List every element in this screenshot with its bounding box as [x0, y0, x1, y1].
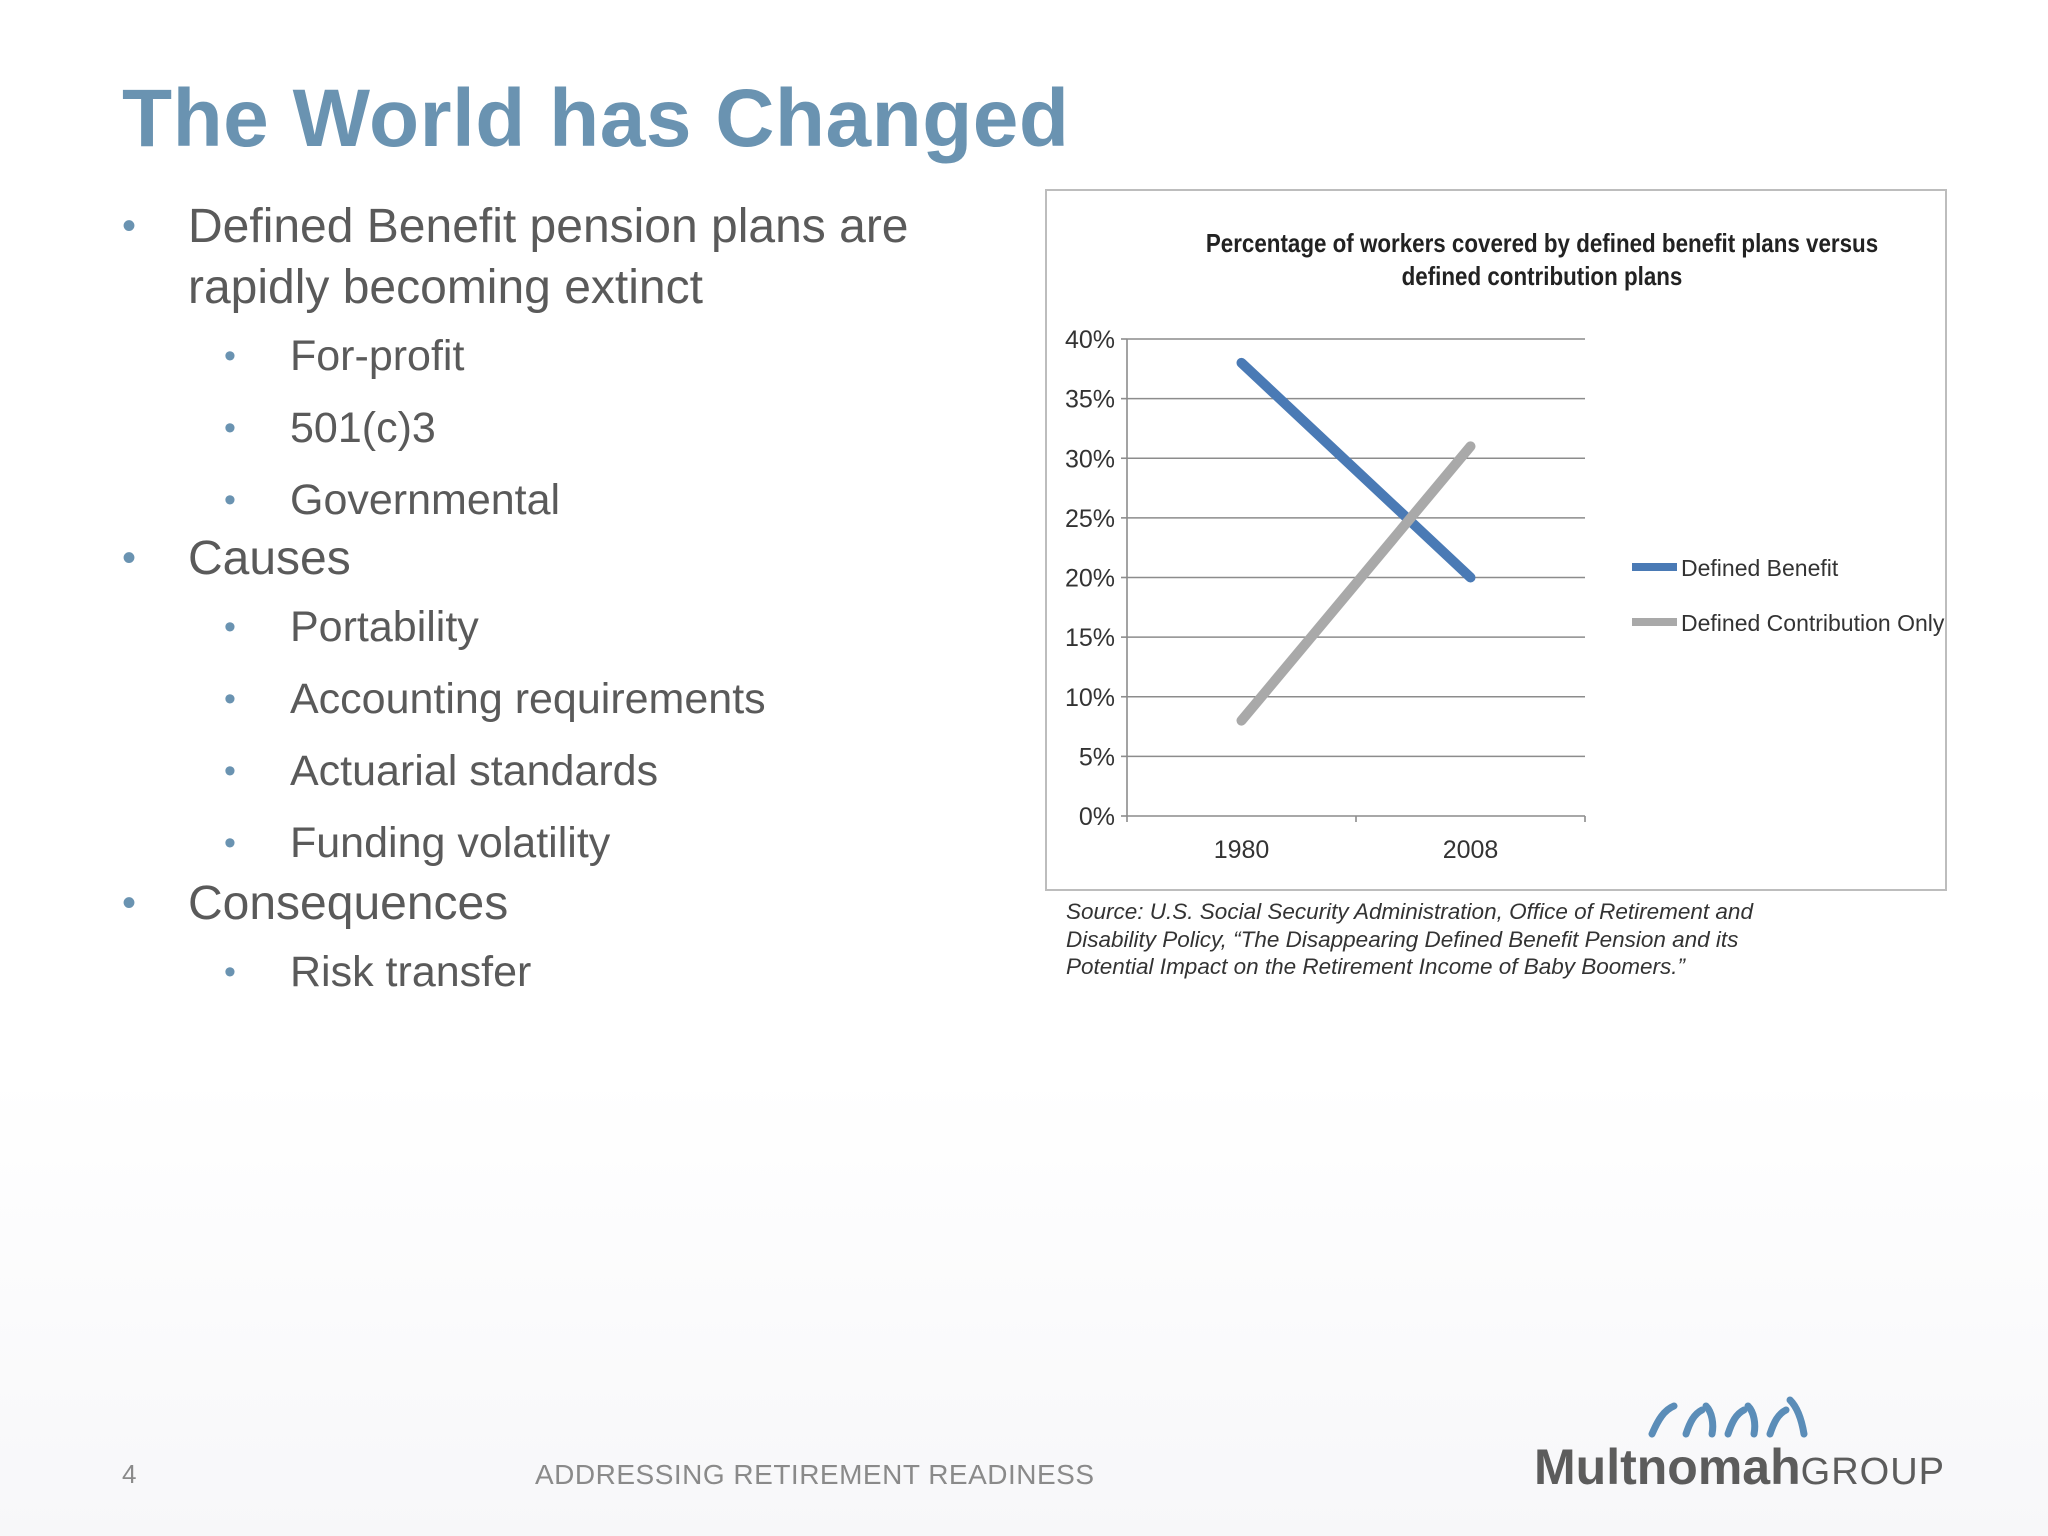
source-citation: Source: U.S. Social Security Administrat… [1066, 899, 1753, 979]
sub-bullet-text: Actuarial standards [290, 747, 659, 795]
sub-bullet-text: Risk transfer [290, 948, 532, 996]
sub-bullet-item: • Risk transfer [122, 944, 982, 1000]
bullet-dot: • [224, 608, 236, 646]
company-logo: MultnomahGROUP [1534, 1390, 1954, 1500]
sub-bullet-text: Portability [290, 603, 479, 651]
bullet-item: • Consequences [122, 873, 982, 934]
sub-bullet-text: Funding volatility [290, 819, 611, 867]
bullet-item: • Defined Benefit pension plans are rapi… [122, 196, 982, 318]
y-tick-label: 15% [1065, 624, 1115, 652]
bullet-text: Consequences [188, 877, 509, 930]
sub-bullet-item: • Accounting requirements [122, 671, 982, 727]
y-tick-label: 5% [1079, 743, 1115, 771]
y-tick-label: 20% [1065, 565, 1115, 593]
slide-title: The World has Changed [122, 73, 1070, 164]
series-line [1236, 357, 1476, 583]
bullet-dot: • [224, 409, 236, 447]
page-number: 4 [122, 1459, 137, 1489]
logo-strong-text: Multnomah [1534, 1439, 1801, 1495]
x-tick-label: 2008 [1443, 836, 1499, 864]
bullet-dot: • [224, 481, 236, 519]
bullet-dot: • [122, 204, 137, 248]
bullet-dot: • [224, 824, 236, 862]
series-line [1236, 441, 1476, 726]
y-tick-label: 35% [1065, 386, 1115, 414]
bullet-dot: • [122, 881, 137, 925]
sub-bullet-item: • 501(c)3 [122, 400, 982, 456]
chart-title: Percentage of workers covered by defined… [1205, 228, 1879, 291]
bullet-text: Causes [188, 532, 351, 585]
x-tick-label: 1980 [1214, 836, 1270, 864]
bullet-text: Defined Benefit pension plans are rapidl… [188, 200, 909, 314]
sub-bullet-text: Governmental [290, 476, 561, 524]
logo-wordmark: MultnomahGROUP [1534, 1438, 1945, 1496]
sub-bullet-item: • For-profit [122, 328, 982, 384]
bullet-list: • Defined Benefit pension plans are rapi… [122, 196, 982, 1016]
sub-bullet-text: 501(c)3 [290, 404, 436, 452]
footer-title: ADDRESSING RETIREMENT READINESS [535, 1459, 1095, 1490]
legend-label: Defined Contribution Only [1681, 610, 1945, 636]
bullet-dot: • [224, 752, 236, 790]
bullet-dot: • [224, 337, 236, 375]
sub-bullet-item: • Governmental [122, 472, 982, 528]
y-tick-label: 10% [1065, 684, 1115, 712]
bullet-item: • Causes [122, 528, 982, 589]
y-tick-label: 25% [1065, 505, 1115, 533]
sub-bullet-text: Accounting requirements [290, 675, 766, 723]
sub-bullet-item: • Portability [122, 599, 982, 655]
sub-bullet-item: • Funding volatility [122, 815, 982, 871]
y-tick-label: 30% [1065, 445, 1115, 473]
sub-bullet-text: For-profit [290, 332, 465, 380]
y-tick-label: 0% [1079, 803, 1115, 831]
logo-wave-icon [1648, 1396, 1808, 1438]
chart-panel: Percentage of workers covered by defined… [1045, 189, 1947, 891]
bullet-dot: • [224, 680, 236, 718]
line-chart: 0% 5% 10% 15% 20% 25% 30% 35% 40% 1980 2008 Defined… [1065, 326, 1945, 864]
y-tick-label: 40% [1065, 326, 1115, 354]
bullet-dot: • [224, 953, 236, 991]
bullet-dot: • [122, 536, 137, 580]
sub-bullet-item: • Actuarial standards [122, 743, 982, 799]
logo-light-text: GROUP [1800, 1451, 1945, 1493]
legend-label: Defined Benefit [1681, 555, 1839, 581]
